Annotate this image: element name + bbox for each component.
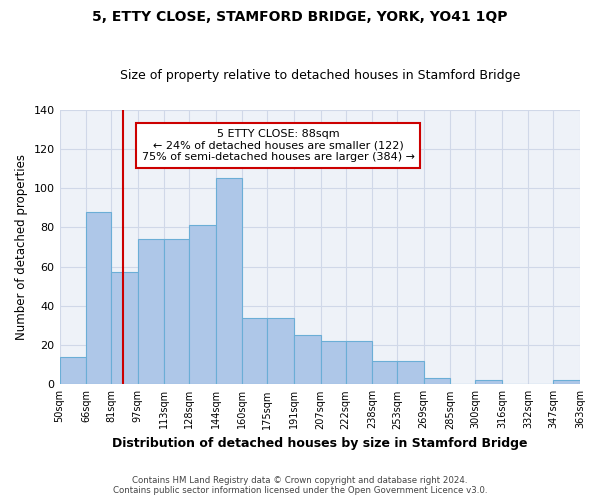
Bar [475, 380, 502, 384]
Bar [137, 239, 164, 384]
Text: 5, ETTY CLOSE, STAMFORD BRIDGE, YORK, YO41 1QP: 5, ETTY CLOSE, STAMFORD BRIDGE, YORK, YO… [92, 10, 508, 24]
Y-axis label: Number of detached properties: Number of detached properties [15, 154, 28, 340]
Bar [424, 378, 451, 384]
Bar [86, 212, 111, 384]
Bar [397, 361, 424, 384]
Bar [242, 318, 268, 384]
Bar [164, 239, 189, 384]
Bar [59, 357, 86, 384]
Bar [268, 318, 294, 384]
Text: Contains HM Land Registry data © Crown copyright and database right 2024.
Contai: Contains HM Land Registry data © Crown c… [113, 476, 487, 495]
Bar [294, 335, 320, 384]
Text: 5 ETTY CLOSE: 88sqm
← 24% of detached houses are smaller (122)
75% of semi-detac: 5 ETTY CLOSE: 88sqm ← 24% of detached ho… [142, 129, 415, 162]
X-axis label: Distribution of detached houses by size in Stamford Bridge: Distribution of detached houses by size … [112, 437, 527, 450]
Bar [189, 226, 216, 384]
Bar [216, 178, 242, 384]
Bar [320, 341, 346, 384]
Bar [346, 341, 372, 384]
Bar [372, 361, 397, 384]
Bar [553, 380, 580, 384]
Bar [111, 272, 137, 384]
Title: Size of property relative to detached houses in Stamford Bridge: Size of property relative to detached ho… [119, 69, 520, 82]
